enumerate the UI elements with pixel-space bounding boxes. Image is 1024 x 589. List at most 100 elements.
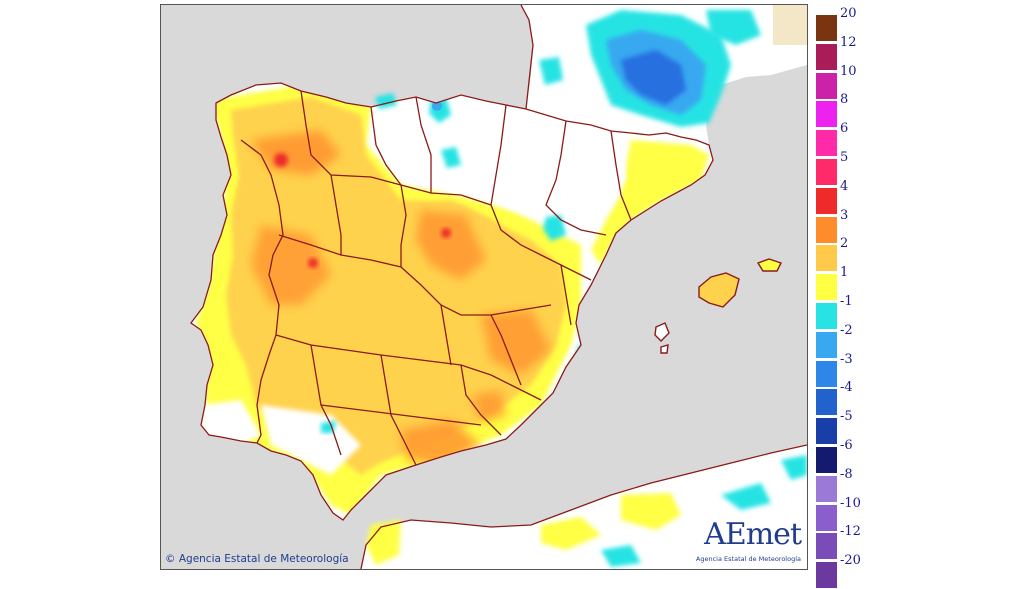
anomaly-africa-minus1-b [781,455,807,480]
portugal-border [240,139,284,444]
map-canvas [161,5,807,569]
region-border-m [490,314,522,386]
legend-negative-label: -5 [840,409,853,425]
region-border-p [610,130,632,221]
anomaly-plus4-a [274,153,288,167]
copyright-text: Agencia Estatal de Meteorología [178,553,349,565]
legend-positive-label: 8 [840,92,849,108]
anomaly-minus2-north [432,101,442,111]
anomaly-plus4-b [441,228,451,238]
legend-negative-label: -20 [840,553,861,569]
pyrenees-border [520,5,534,110]
legend-positive-label: 1 [840,265,849,281]
anomaly-minus1-center [441,147,461,168]
legend-positive-swatch [815,42,838,71]
ibiza [654,322,670,342]
neutral-area-west [201,400,261,445]
legend-negative-swatch [815,561,838,589]
legend-negative-label: -4 [840,380,853,396]
anomaly-plus3-d [481,310,551,375]
italy-corner [773,5,807,45]
region-border-f [278,234,552,316]
region-border-i [275,334,542,401]
legend-negative-label: -2 [840,322,853,338]
logo-wordmark: AEmet [704,517,802,552]
africa-coast [360,444,807,569]
north-africa-land [361,445,807,569]
cold-anomaly-layer [375,10,761,127]
legend-negative-swatch [815,330,838,359]
color-legend: 20 12 10 8 6 5 4 3 2 1 -1 -2 -3 -4 -5 -6 -8 -10 -12 -20 [815,7,875,589]
legend-positive-swatch [815,129,838,158]
legend-positive-label: 6 [840,121,849,137]
iberia-coast [190,82,714,521]
anomaly-africa-plus1-a [366,520,401,565]
region-border-e [545,120,607,236]
region-border-h [400,184,407,267]
legend-negative-swatch [815,388,838,417]
warm-anomaly-layer [196,85,709,515]
legend-positive-swatch [815,158,838,186]
anomaly-africa-plus1-c [541,517,601,550]
formentera [660,344,669,354]
anomaly-minus3-france [621,50,686,105]
legend-negative-swatch [815,446,838,474]
legend-positive-swatch [815,100,838,129]
anomaly-africa-minus1-a [721,483,771,510]
legend-positive-label: 20 [840,6,857,21]
legend-negative-label: -1 [840,294,853,309]
logo-subtitle: Agencia Estatal de Meteorología [695,555,801,563]
anomaly-minus1-f2 [539,57,563,85]
legend-negative-label: -8 [840,466,853,482]
legend-positive-swatch [815,244,838,273]
legend-positive-label: 3 [840,207,849,223]
temperature-anomaly-map: © Agencia Estatal de Meteorología AEmet … [160,4,808,570]
legend-positive-swatch [815,14,838,42]
aemet-logo: AEmet Agencia Estatal de Meteorología [696,517,802,564]
legend-positive-swatch [815,215,838,244]
legend-negative-swatch [815,474,838,503]
anomaly-plus4-c [308,258,318,268]
anomaly-plus3-b [416,210,486,280]
anomaly-minus1-ne [543,215,566,241]
legend-negative-swatch [815,417,838,446]
region-border-d [490,104,592,281]
legend-negative-label: -10 [840,495,861,511]
legend-positive-swatch [815,71,838,100]
neutral-area-south [261,405,361,475]
legend-negative-swatch [815,532,838,561]
legend-positive-swatch [815,273,838,302]
anomaly-plus3-f [471,390,506,423]
copyright-notice: © Agencia Estatal de Meteorología [165,553,349,565]
region-border-c [415,96,432,193]
anomaly-africa-plus1-b [621,493,681,530]
legend-negative-label: -3 [840,351,853,367]
legend-negative-label: -6 [840,438,853,453]
legend-positive-label: 12 [840,34,857,50]
region-border-j [380,354,417,466]
borders-layer [190,5,807,569]
legend-negative-label: -12 [840,524,861,540]
legend-negative-swatch [815,302,838,330]
legend-negative-swatch [815,503,838,532]
africa-anomaly-layer [366,455,807,567]
legend-negative-swatch [815,359,838,388]
region-border-b [370,106,402,186]
region-border-g [330,174,342,255]
anomaly-africa-minus1-c [601,545,641,567]
mallorca [698,272,740,308]
legend-positive-label: 10 [840,63,857,79]
region-border-q [560,264,572,326]
menorca [756,258,782,272]
legend-positive-label: 5 [840,150,849,165]
anomaly-plus3-a [251,130,341,175]
region-border-o [320,404,482,426]
legend-positive-label: 2 [840,236,849,252]
legend-positive-swatch [815,186,838,215]
copyright-icon: © [165,553,176,565]
legend-positive-label: 4 [840,178,849,194]
region-border-n [440,304,452,366]
anomaly-minus1-f3 [706,10,761,45]
anomaly-plus1-east [591,140,709,265]
region-border-l [460,364,502,436]
